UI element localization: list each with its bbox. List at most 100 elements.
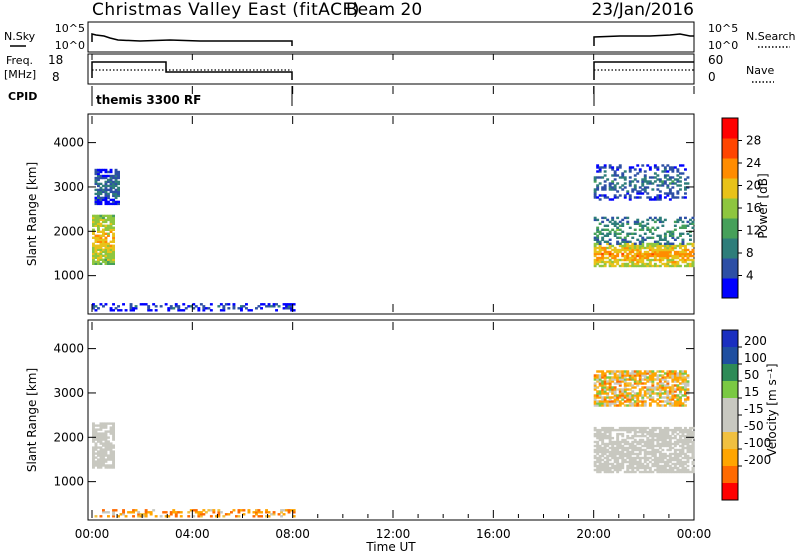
echo-cell	[117, 186, 120, 190]
echo-cell	[107, 256, 110, 259]
echo-cell	[104, 258, 108, 261]
echo-cell	[684, 248, 687, 252]
echo-cell	[603, 262, 607, 266]
echo-cell	[596, 470, 600, 474]
echo-cell	[616, 174, 620, 177]
echo-cell	[616, 232, 620, 235]
echo-cell	[109, 256, 113, 259]
echo-cell	[676, 380, 680, 383]
echo-cell	[689, 252, 692, 256]
nave-tick-high: 60	[708, 53, 723, 67]
echo-cell	[681, 378, 685, 381]
echo-cell	[598, 462, 602, 466]
echo-cell	[633, 262, 637, 266]
echo-cell	[104, 176, 108, 180]
echo-cell	[97, 248, 100, 251]
echo-cell	[608, 388, 612, 391]
echo-cell	[616, 196, 620, 199]
echo-cell	[653, 164, 657, 167]
echo-cell	[623, 376, 627, 379]
echo-cell	[593, 218, 597, 222]
echo-cell	[636, 398, 640, 401]
echo-cell	[673, 178, 677, 181]
echo-cell	[636, 246, 640, 250]
echo-cell	[167, 515, 171, 518]
echo-cell	[623, 372, 627, 375]
echo-cell	[613, 442, 617, 446]
echo-cell	[671, 370, 675, 373]
echo-cell	[641, 470, 645, 474]
echo-cell	[663, 440, 667, 444]
colorbar-tick-label: 24	[746, 156, 761, 170]
echo-cell	[104, 180, 108, 184]
echo-cell	[679, 250, 682, 254]
echo-cell	[638, 394, 642, 397]
echo-cell	[631, 468, 635, 472]
echo-cell	[643, 392, 647, 395]
echo-cell	[92, 303, 95, 306]
echo-cell	[671, 462, 675, 466]
echo-cell	[626, 246, 630, 250]
echo-cell	[623, 440, 627, 444]
echo-cell	[94, 170, 98, 174]
echo-cell	[666, 432, 670, 436]
echo-cell	[686, 176, 690, 179]
echo-cell	[593, 194, 597, 197]
echo-cell	[679, 246, 682, 250]
echo-cell	[658, 258, 662, 262]
echo-cell	[601, 372, 605, 375]
echo-cell	[679, 376, 682, 379]
echo-cell	[668, 190, 672, 193]
echo-cell	[94, 202, 98, 206]
echo-cell	[92, 222, 95, 225]
echo-cell	[94, 246, 98, 249]
echo-cell	[633, 222, 637, 225]
echo-cell	[658, 378, 662, 381]
echo-cell	[618, 402, 622, 405]
echo-cell	[648, 216, 652, 220]
echo-cell	[613, 170, 617, 173]
echo-cell	[651, 376, 655, 379]
echo-cell	[646, 442, 650, 446]
echo-cell	[109, 184, 113, 188]
echo-cell	[611, 388, 615, 391]
echo-cell	[99, 224, 103, 227]
echo-cell	[658, 464, 662, 468]
echo-cell	[656, 250, 660, 254]
echo-cell	[641, 374, 645, 377]
echo-cell	[92, 236, 95, 239]
echo-cell	[104, 200, 108, 204]
echo-cell	[621, 262, 625, 266]
echo-cell	[623, 186, 627, 189]
echo-cell	[658, 386, 662, 389]
echo-cell	[623, 170, 627, 173]
echo-cell	[641, 236, 645, 239]
echo-cell	[643, 254, 647, 258]
echo-cell	[611, 254, 615, 258]
echo-cell	[643, 174, 647, 177]
echo-cell	[673, 400, 677, 403]
echo-cell	[633, 220, 637, 224]
echo-cell	[648, 452, 652, 456]
echo-cell	[689, 448, 692, 452]
echo-cell	[653, 438, 657, 442]
echo-cell	[109, 258, 113, 261]
echo-cell	[92, 464, 95, 467]
echo-cell	[643, 374, 647, 377]
echo-cell	[641, 432, 645, 436]
echo-cell	[641, 256, 645, 260]
echo-cell	[112, 258, 115, 261]
echo-cell	[643, 428, 647, 432]
echo-cell	[663, 470, 667, 474]
echo-cell	[676, 442, 680, 446]
echo-cell	[149, 513, 153, 516]
echo-cell	[260, 511, 263, 514]
echo-cell	[109, 188, 113, 192]
echo-cell	[676, 180, 680, 183]
echo-cell	[684, 386, 687, 389]
echo-cell	[691, 426, 695, 430]
echo-cell	[608, 238, 612, 241]
echo-cell	[598, 390, 602, 393]
echo-cell	[646, 446, 650, 450]
echo-cell	[673, 260, 677, 264]
